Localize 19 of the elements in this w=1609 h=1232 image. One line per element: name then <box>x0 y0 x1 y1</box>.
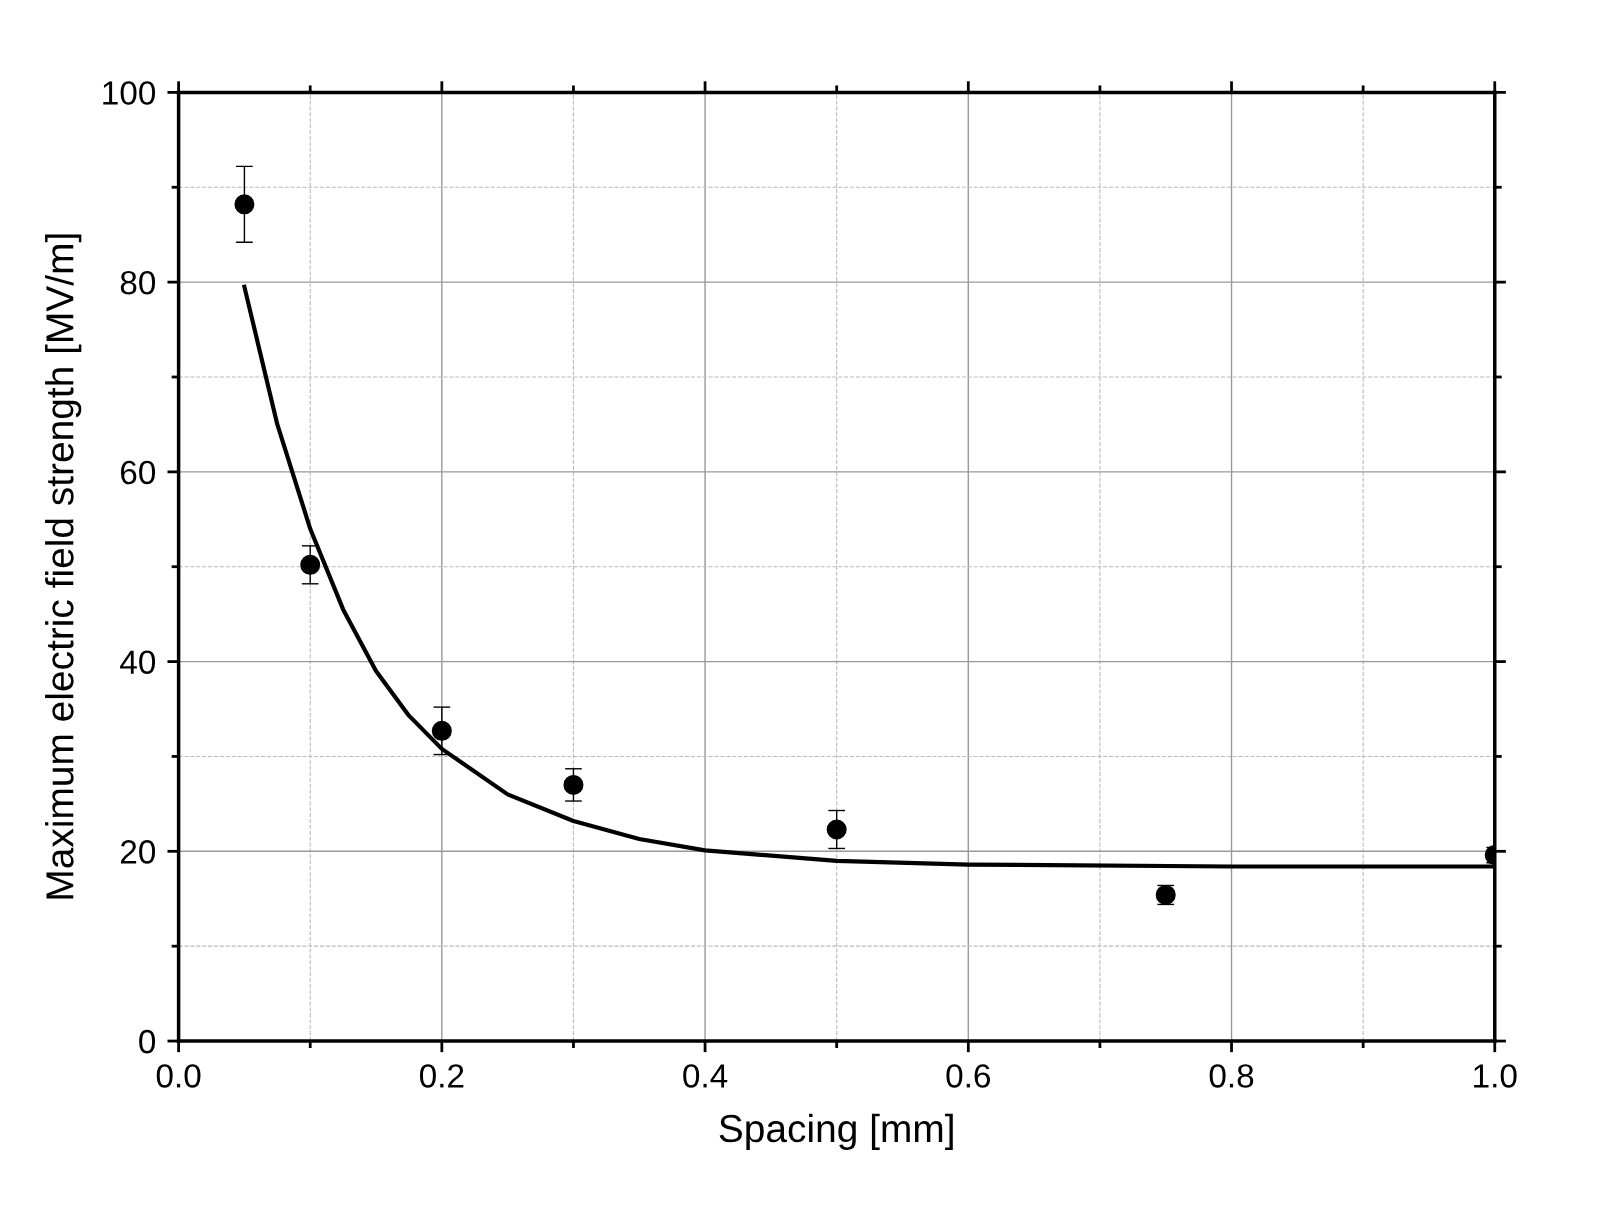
x-tick-label: 0.6 <box>946 1064 990 1088</box>
y-tick-label: 20 <box>120 840 156 864</box>
y-axis-title: Maximum electric field strength [MV/m] <box>45 234 82 899</box>
y-tick-label: 40 <box>120 650 156 674</box>
x-tick-label: 0.2 <box>419 1064 464 1088</box>
x-tick-label: 1.0 <box>1474 1064 1517 1088</box>
x-tick-label: 0.4 <box>683 1064 728 1088</box>
y-tick-label: 60 <box>121 460 156 485</box>
point <box>300 554 321 575</box>
y-tick-label: 80 <box>120 270 156 295</box>
point <box>234 194 255 215</box>
y-tick-label: 100 <box>103 81 156 105</box>
point <box>826 819 847 840</box>
point <box>563 774 584 795</box>
x-tick-label: 0.8 <box>1209 1064 1254 1088</box>
x-tick-label: 0.0 <box>156 1064 201 1088</box>
x-axis-title: Spacing [mm] <box>719 1113 953 1151</box>
y-tick-label: 0 <box>139 1029 156 1054</box>
point <box>431 720 452 741</box>
